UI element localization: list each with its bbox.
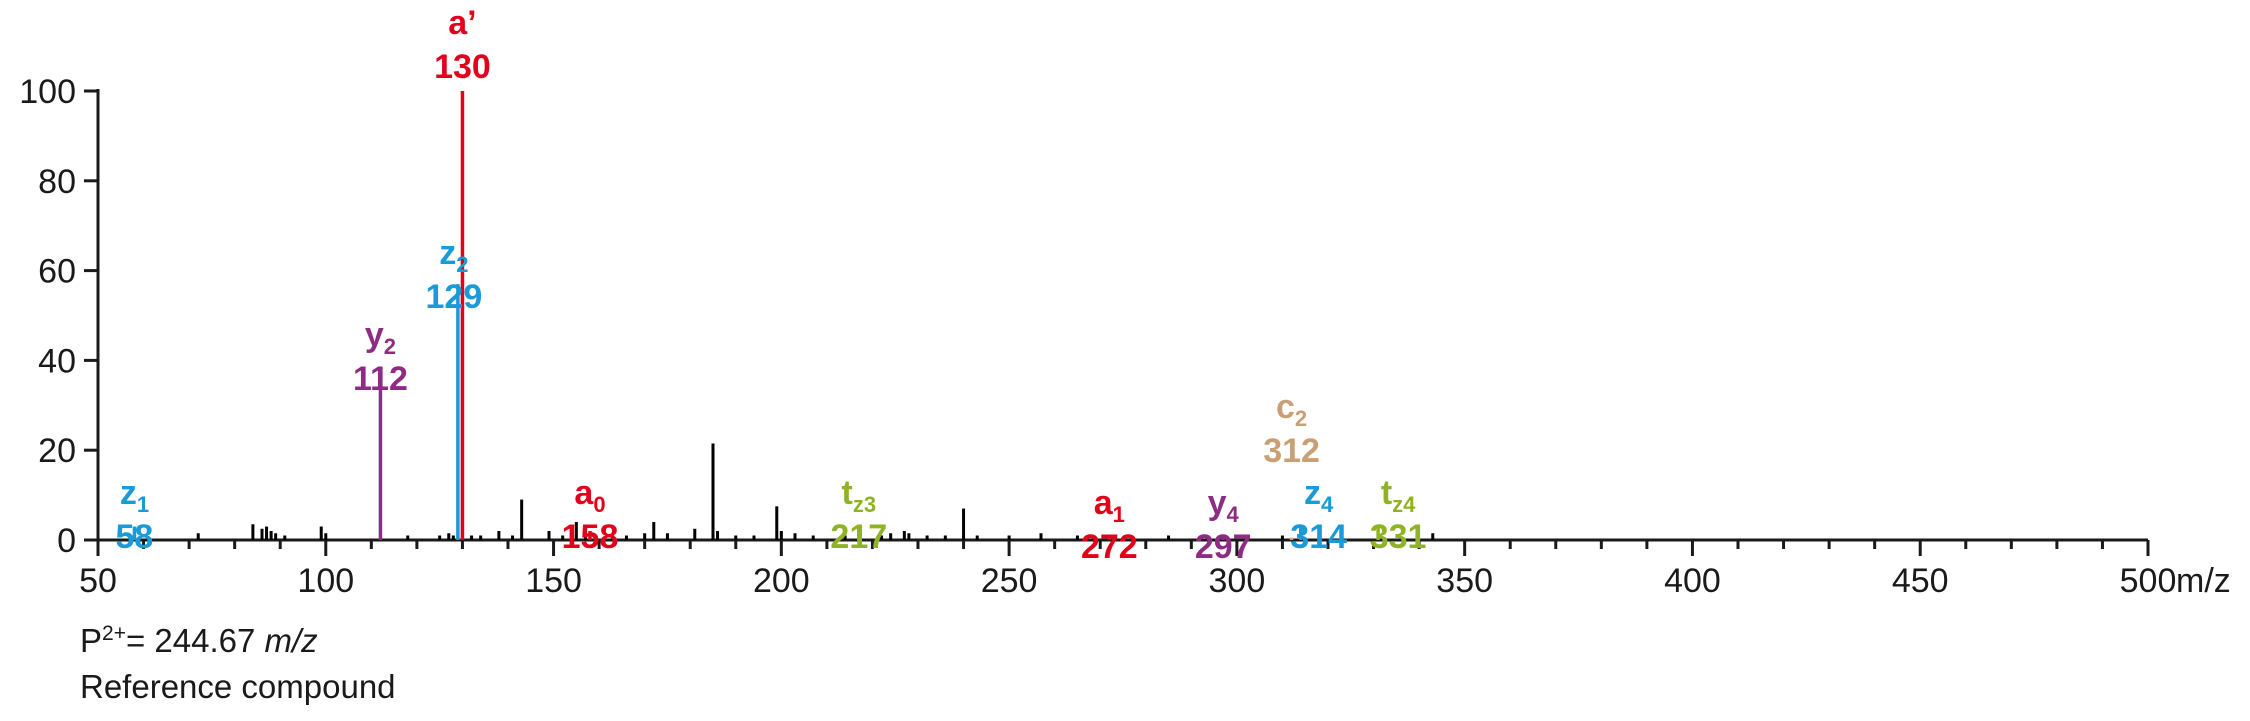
x-tick-label: 500 <box>2120 562 2177 600</box>
peak-ion-label: y2 <box>365 316 396 359</box>
peak-ion-label: tz3 <box>841 474 876 517</box>
precursor-charge: 2+ <box>102 622 126 645</box>
peak-mz-label: 130 <box>434 48 491 86</box>
peak-mz-label: 58 <box>116 518 154 556</box>
x-tick-label: 100 <box>297 562 354 600</box>
peak-ion-label: a1 <box>1094 484 1125 527</box>
peak-ion-label: a0 <box>574 474 605 517</box>
peaks <box>132 91 1435 540</box>
precursor-prefix: P <box>80 622 103 659</box>
axes: 0 20 40 60 80 100 50 100 150 200 250 300 350 400 450 50… <box>19 73 2231 600</box>
peak-ion-label: tz4 <box>1381 474 1416 517</box>
x-tick-label: 450 <box>1892 562 1949 600</box>
peak-mz-label: 129 <box>426 278 483 316</box>
x-axis-label: m/z <box>2176 562 2231 600</box>
peak-ion-label: c2 <box>1276 388 1307 431</box>
x-tick-label: 350 <box>1436 562 1493 600</box>
peak-mz-label: 297 <box>1195 528 1252 566</box>
y-tick-label: 0 <box>57 522 76 560</box>
precursor-unit: m/z <box>264 622 318 659</box>
precursor-value: = 244.67 <box>125 622 265 659</box>
x-tick-label: 250 <box>981 562 1038 600</box>
compound-caption: Reference compound <box>80 668 396 705</box>
y-tick-label: 20 <box>38 432 76 470</box>
peak-mz-label: 272 <box>1081 528 1138 566</box>
peak-mz-label: 312 <box>1263 432 1320 470</box>
y-tick-label: 100 <box>19 73 76 111</box>
mass-spectrum-chart: 0 20 40 60 80 100 50 100 150 200 250 300 350 400 450 50… <box>19 4 2231 600</box>
y-tick-label: 80 <box>38 163 76 201</box>
x-tick-label: 400 <box>1664 562 1721 600</box>
x-tick-label: 50 <box>79 562 117 600</box>
peak-ion-label: y4 <box>1208 484 1240 527</box>
peak-mz-label: 112 <box>353 360 408 398</box>
peak-ion-label: a’ <box>448 4 476 42</box>
x-tick-label: 150 <box>525 562 582 600</box>
x-tick-label: 200 <box>753 562 810 600</box>
x-tick-label: 300 <box>1209 562 1266 600</box>
peak-mz-label: 331 <box>1370 518 1427 556</box>
peak-mz-label: 217 <box>830 518 887 556</box>
peak-ion-label: z2 <box>439 234 468 277</box>
peak-ion-label: z4 <box>1304 474 1334 517</box>
peak-mz-label: 314 <box>1290 518 1347 556</box>
precursor-caption: P2+= 244.67 m/z <box>80 622 318 660</box>
peak-ion-label: z1 <box>120 474 149 517</box>
y-tick-label: 40 <box>38 342 76 380</box>
y-tick-label: 60 <box>38 253 76 291</box>
peak-mz-label: 158 <box>562 518 619 556</box>
